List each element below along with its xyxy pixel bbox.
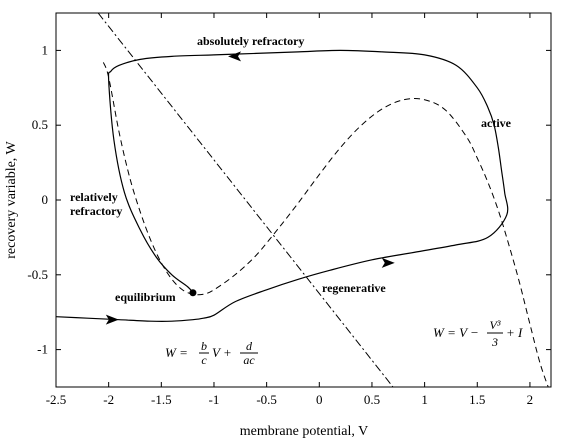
y-tick-label: -0.5 xyxy=(27,267,48,282)
direction-arrow-icon xyxy=(228,51,242,62)
svg-text:V³: V³ xyxy=(490,318,501,332)
direction-arrow-icon xyxy=(105,314,119,325)
svg-text:d: d xyxy=(246,339,253,353)
x-tick-label: 0.5 xyxy=(364,392,380,407)
x-tick-label: 1 xyxy=(421,392,428,407)
trajectory-line xyxy=(56,49,509,322)
y-axis: -1 -0.5 0 0.5 1 xyxy=(27,42,551,357)
svg-text:V +: V + xyxy=(212,345,232,360)
svg-text:c: c xyxy=(201,353,207,367)
y-axis-label: recovery variable, W xyxy=(4,140,19,258)
x-tick-label: -0.5 xyxy=(256,392,277,407)
x-axis: -2.5 -2 -1.5 -1 -0.5 0 0.5 1 1.5 2 xyxy=(46,13,533,407)
label-equilibrium: equilibrium xyxy=(115,290,176,304)
label-regenerative: regenerative xyxy=(322,281,386,295)
label-active: active xyxy=(481,116,512,130)
svg-text:W =: W = xyxy=(165,345,188,360)
x-tick-label: -2 xyxy=(103,392,114,407)
svg-text:ac: ac xyxy=(243,353,255,367)
svg-text:b: b xyxy=(201,339,207,353)
y-tick-label: -1 xyxy=(37,342,48,357)
y-tick-label: 0 xyxy=(42,192,49,207)
svg-text:W = V −: W = V − xyxy=(433,325,479,340)
marker-layer xyxy=(105,51,395,325)
w-nullcline-equation: W = b c V + d ac xyxy=(165,339,258,367)
y-tick-label: 1 xyxy=(42,42,49,57)
series-layer xyxy=(56,13,549,387)
svg-text:3: 3 xyxy=(491,335,498,349)
x-tick-label: 0 xyxy=(316,392,323,407)
v-nullcline-equation: W = V − V³ 3 + I xyxy=(433,318,523,349)
x-tick-label: -1 xyxy=(209,392,220,407)
label-relatively: relatively xyxy=(70,190,118,204)
y-tick-label: 0.5 xyxy=(32,117,48,132)
x-tick-label: -2.5 xyxy=(46,392,67,407)
label-refractory: refractory xyxy=(70,204,122,218)
V-nullcline-line xyxy=(102,62,549,387)
x-tick-label: -1.5 xyxy=(151,392,172,407)
x-tick-label: 2 xyxy=(527,392,534,407)
x-axis-label: membrane potential, V xyxy=(240,424,368,439)
plot-area-frame xyxy=(55,12,552,388)
equilibrium-point xyxy=(189,289,197,297)
svg-text:+ I: + I xyxy=(506,325,523,340)
W-nullcline-line xyxy=(97,13,394,387)
label-absolutely-refractory: absolutely refractory xyxy=(197,34,304,48)
x-tick-label: 1.5 xyxy=(469,392,485,407)
direction-arrow-icon xyxy=(381,257,395,268)
